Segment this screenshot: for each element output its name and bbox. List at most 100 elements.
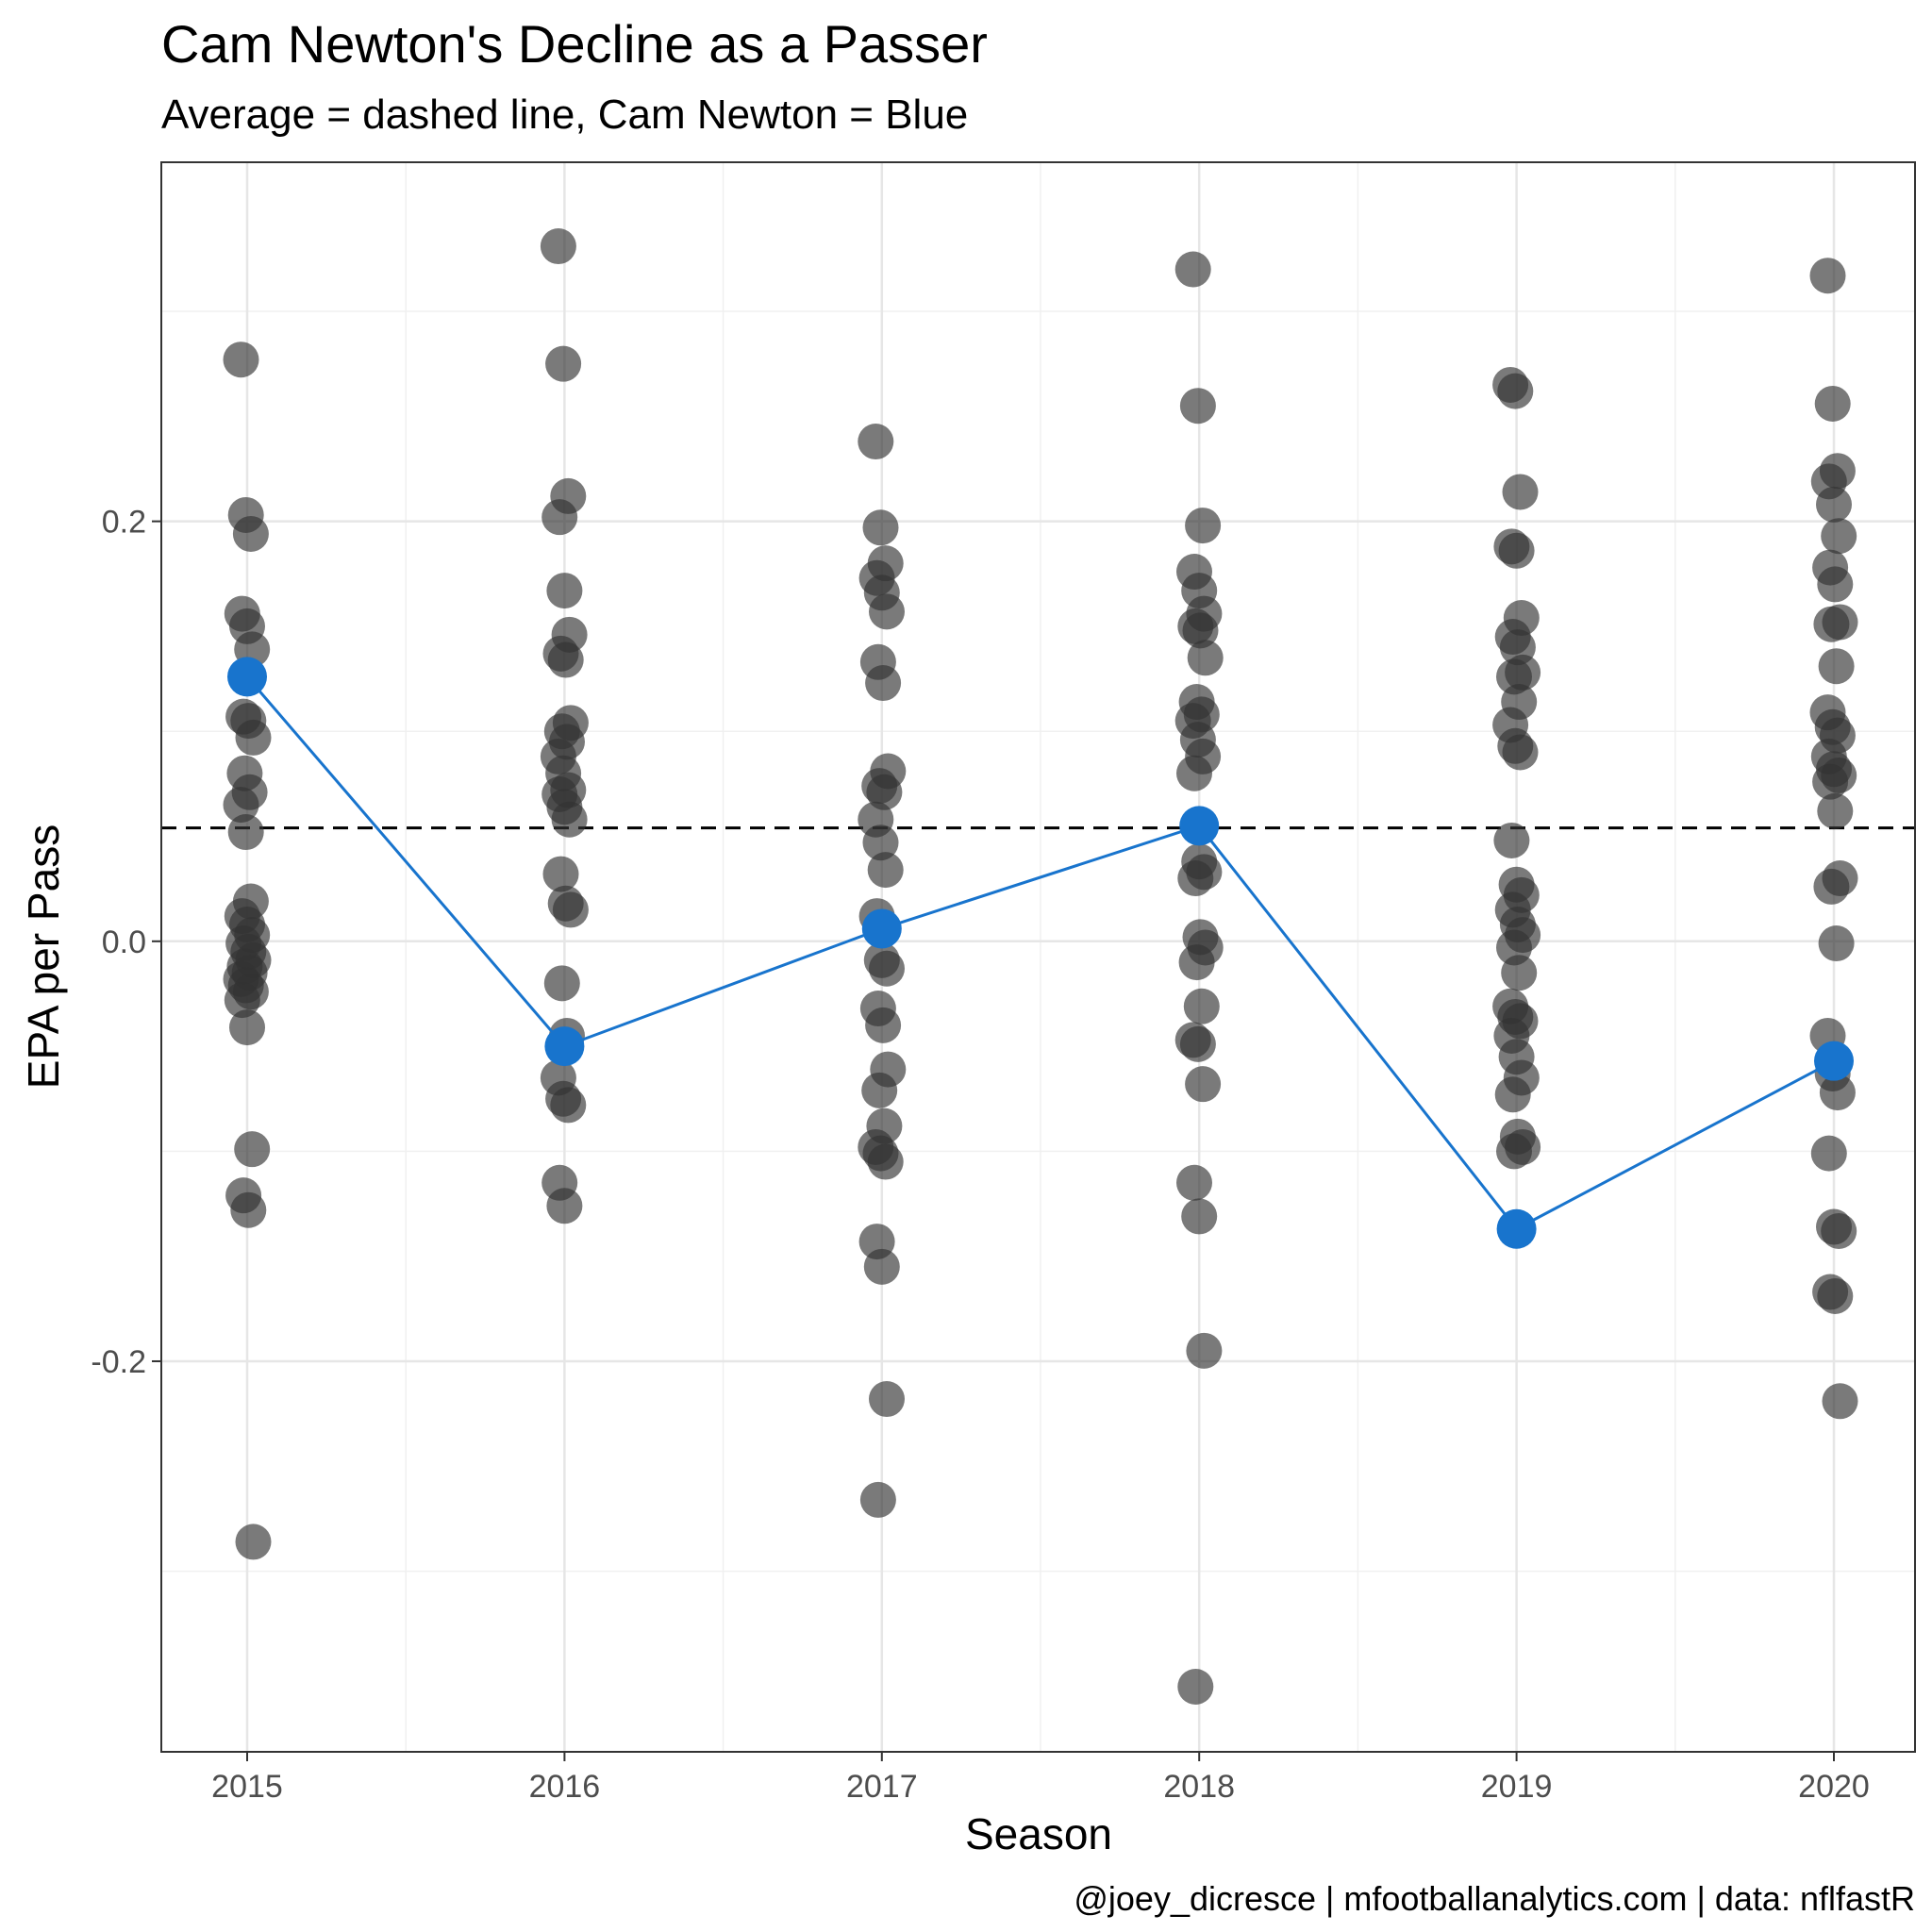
qb-point — [1176, 1164, 1212, 1201]
qb-points — [223, 228, 1858, 1705]
qb-point — [1493, 822, 1530, 858]
qb-point — [1818, 925, 1855, 962]
x-tick-label: 2019 — [1481, 1769, 1553, 1805]
qb-point — [546, 573, 583, 609]
qb-point — [1177, 1668, 1214, 1705]
y-tick-label: 0.2 — [102, 505, 146, 541]
qb-point — [1812, 763, 1849, 800]
qb-point — [1497, 373, 1534, 409]
qb-point — [541, 499, 578, 536]
qb-point — [551, 801, 588, 838]
y-tick-label: 0.0 — [102, 924, 146, 960]
qb-point — [227, 814, 264, 851]
qb-point — [1821, 518, 1857, 555]
qb-point — [1817, 566, 1854, 603]
qb-point — [1186, 1332, 1223, 1369]
qb-point — [1817, 792, 1854, 829]
qb-point — [1183, 988, 1220, 1024]
cam-newton-line — [245, 675, 1835, 1231]
cam-newton-point — [227, 657, 267, 697]
qb-point — [865, 665, 902, 702]
qb-point — [1182, 612, 1219, 649]
qb-point — [235, 1524, 272, 1560]
cam-newton-point — [1179, 806, 1220, 846]
x-tick-label: 2015 — [211, 1769, 283, 1805]
x-tick-label: 2017 — [846, 1769, 918, 1805]
qb-point — [1810, 1135, 1847, 1172]
qb-point — [550, 1087, 587, 1124]
cam-newton-point — [1496, 1208, 1537, 1249]
qb-point — [542, 856, 579, 892]
cam-newton-series — [227, 657, 1854, 1249]
qb-point — [1502, 474, 1539, 510]
cam-newton-point — [544, 1026, 585, 1067]
qb-point — [224, 982, 260, 1019]
qb-point — [1822, 1383, 1858, 1420]
qb-point — [1813, 606, 1850, 642]
qb-point — [867, 1143, 904, 1180]
qb-point — [1502, 734, 1539, 771]
plot-border — [160, 161, 1916, 1753]
qb-point — [1496, 1133, 1532, 1170]
qb-point — [1179, 388, 1216, 425]
x-axis-title: Season — [965, 1809, 1112, 1858]
y-tick-label: -0.2 — [91, 1344, 146, 1380]
qb-point — [1177, 860, 1214, 897]
qb-point — [866, 774, 903, 810]
qb-point — [1814, 385, 1851, 422]
qb-point — [1185, 508, 1222, 544]
qb-point — [223, 787, 259, 824]
qb-point — [862, 509, 899, 546]
qb-point — [1494, 1076, 1531, 1113]
chart-title: Cam Newton's Decline as a Passer — [161, 14, 988, 74]
chart-subtitle: Average = dashed line, Cam Newton = Blue — [161, 92, 968, 138]
qb-point — [1821, 1212, 1857, 1249]
qb-point — [859, 1481, 896, 1518]
qb-point — [865, 1007, 902, 1043]
qb-point — [858, 424, 894, 460]
qb-point — [1179, 1025, 1216, 1062]
qb-point — [1819, 1074, 1856, 1111]
qb-point — [1813, 868, 1850, 905]
cam-newton-point — [1814, 1041, 1854, 1081]
qb-point — [235, 719, 272, 756]
qb-point — [1185, 1066, 1222, 1103]
qb-point — [869, 950, 905, 987]
qb-point — [1816, 486, 1852, 523]
y-axis-title: EPA per Pass — [19, 824, 68, 1089]
qb-point — [1174, 251, 1211, 288]
qb-point — [232, 515, 269, 552]
qb-point — [869, 593, 905, 630]
qb-point — [547, 641, 584, 678]
qb-point — [1181, 1198, 1218, 1235]
qb-point — [540, 228, 576, 265]
qb-point — [1176, 755, 1212, 791]
qb-point — [1818, 648, 1855, 685]
qb-point — [230, 1191, 267, 1228]
qb-point — [862, 824, 899, 861]
qb-point — [1187, 640, 1224, 676]
x-tick-label: 2018 — [1163, 1769, 1235, 1805]
chart-caption: @joey_dicresce | mfootballanalytics.com … — [1074, 1879, 1915, 1918]
qb-point — [546, 1188, 583, 1224]
y-axis-ticks: -0.2 0.0 0.2 — [91, 505, 161, 1380]
qb-point — [861, 1072, 898, 1108]
qb-point — [234, 1131, 271, 1168]
x-axis-ticks: 2015 2016 2017 2018 2019 2020 — [211, 1752, 1870, 1805]
qb-point — [552, 891, 589, 928]
qb-point — [867, 852, 904, 889]
qb-point — [1817, 1277, 1854, 1314]
qb-point — [869, 1381, 905, 1418]
qb-point — [863, 1248, 900, 1285]
qb-point — [1178, 944, 1215, 981]
qb-point — [1809, 258, 1846, 294]
qb-point — [1498, 532, 1535, 569]
cam-newton-point — [861, 908, 902, 949]
x-tick-label: 2020 — [1798, 1769, 1870, 1805]
qb-point — [543, 965, 580, 1002]
qb-point — [1501, 955, 1538, 991]
qb-point — [229, 1009, 265, 1046]
x-tick-label: 2016 — [529, 1769, 601, 1805]
plot-panel — [161, 162, 1915, 1752]
